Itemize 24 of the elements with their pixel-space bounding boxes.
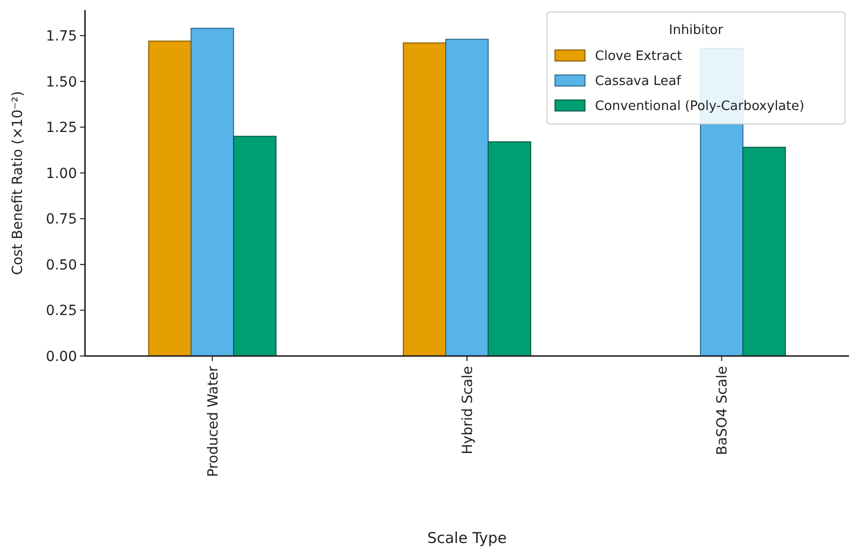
legend-label: Cassava Leaf (595, 74, 682, 89)
legend-label: Conventional (Poly-Carboxylate) (595, 99, 804, 114)
bar (445, 38, 489, 356)
bar (148, 40, 192, 356)
y-tick-label: 1.75 (46, 28, 77, 45)
bar (190, 28, 234, 356)
legend-title: Inhibitor (668, 23, 724, 38)
y-tick-label: 0.75 (46, 212, 77, 228)
y-tick-label: 0.50 (46, 257, 77, 274)
x-tick-label: Produced Water (205, 366, 222, 478)
x-tick-label: Hybrid Scale (460, 366, 476, 454)
legend-label: Clove Extract (595, 49, 682, 64)
y-tick-label: 1.25 (46, 120, 77, 136)
bar (402, 42, 446, 356)
y-tick-label: 1.00 (46, 166, 77, 182)
y-tick-label: 0.00 (46, 348, 77, 365)
bar (488, 141, 532, 356)
x-axis-title: Scale Type (427, 529, 507, 547)
bar (233, 136, 276, 356)
y-axis-title: Cost Benefit Ratio (×10⁻²) (10, 91, 26, 275)
x-tick-label: BaSO4 Scale (714, 366, 731, 456)
y-tick-label: 1.50 (46, 74, 77, 90)
y-tick-label: 0.25 (46, 303, 77, 320)
bar (742, 146, 786, 356)
